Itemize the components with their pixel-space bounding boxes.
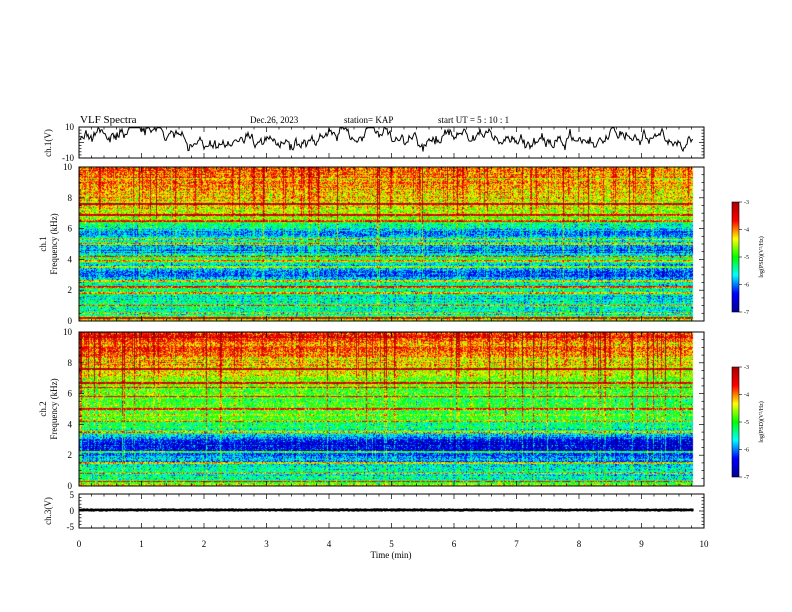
colorbar-tick: -6 [744, 283, 749, 289]
time-axis-tick: 1 [139, 539, 144, 549]
frequency-tick: 4 [68, 419, 73, 429]
ch1-colorbar-label: log(PSD)(V²/Hz) [758, 236, 765, 277]
ch2-spectrogram-ticks [78, 331, 705, 487]
ch1-ytick-bottom: -10 [62, 153, 74, 163]
ch2-panel-label: ch.2 [38, 401, 48, 416]
ch1-frequency-tick-labels: 0 2 4 6 8 10 [63, 162, 73, 326]
ch1-colorbar-gradient [732, 202, 739, 312]
frequency-tick: 2 [68, 450, 73, 460]
time-axis-tick: 2 [202, 539, 207, 549]
ch1-frequency-ylabel: Frequency (kHz) [49, 213, 59, 274]
ch1-panel-label: ch.1 [38, 236, 48, 251]
ch2-frequency-ylabel: Frequency (kHz) [49, 378, 59, 439]
ch2-frequency-tick-labels: 0 2 4 6 8 10 [63, 327, 73, 491]
frequency-tick: 2 [68, 285, 73, 295]
time-axis-tick-labels: 0 1 2 3 4 5 6 7 8 9 10 [77, 539, 709, 549]
ch2-colorbar: -3 -4 -5 -6 -7 log(PSD)(V²/Hz) [731, 365, 765, 481]
colorbar-tick: -4 [744, 393, 749, 399]
ch2-colorbar-gradient [732, 367, 739, 477]
ch1-ylabel: ch.1(V) [43, 129, 53, 157]
ch1-waveform-ticks [78, 126, 705, 159]
colorbar-tick: -3 [744, 365, 749, 371]
time-axis-tick: 6 [452, 539, 457, 549]
ch2-colorbar-ticks: -3 -4 -5 -6 -7 [739, 365, 749, 481]
ch3-ytick-bottom: -5 [67, 522, 75, 532]
date-label: Dec.26, 2023 [250, 115, 299, 125]
ch1-spectrogram-ticks [78, 166, 705, 322]
colorbar-tick: -3 [744, 200, 749, 206]
ch2-spectrogram-panel: 0 2 4 6 8 10 ch.2 Frequency (kHz) [38, 327, 705, 491]
time-axis-tick: 4 [327, 539, 332, 549]
colorbar-tick: -4 [744, 228, 749, 234]
frequency-tick: 8 [68, 193, 73, 203]
colorbar-tick: -6 [744, 448, 749, 454]
ch3-ytick-top: 5 [70, 490, 75, 500]
colorbar-tick: -7 [744, 310, 749, 316]
time-axis-label: Time (min) [371, 550, 412, 560]
ch1-waveform-line [79, 126, 694, 153]
ch2-spectrogram-image [79, 332, 704, 486]
colorbar-tick: -5 [744, 255, 749, 261]
ch2-colorbar-label: log(PSD)(V²/Hz) [758, 401, 765, 442]
time-axis-tick: 7 [514, 539, 519, 549]
frequency-tick: 6 [68, 389, 73, 399]
colorbar-tick: -5 [744, 420, 749, 426]
ch3-waveform-line [79, 508, 694, 512]
frequency-tick: 0 [68, 316, 73, 326]
start-ut-label: start UT = 5 : 10 : 1 [438, 115, 509, 125]
ch3-ylabel: ch.3(V) [43, 497, 53, 525]
ch3-waveform-panel: 5 0 -5 ch.3(V) [43, 490, 705, 532]
frequency-tick: 6 [68, 224, 73, 234]
ch1-spectrogram-panel: 0 2 4 6 8 10 ch.1 Frequency (kHz) [38, 162, 705, 326]
time-axis-tick: 8 [577, 539, 582, 549]
ch1-ytick-top: 10 [65, 122, 75, 132]
ch3-ytick-middle: 0 [70, 506, 75, 516]
ch1-colorbar-ticks: -3 -4 -5 -6 -7 [739, 200, 749, 316]
time-axis-tick: 5 [389, 539, 394, 549]
time-axis-tick: 10 [700, 539, 710, 549]
frequency-tick: 4 [68, 254, 73, 264]
time-axis-tick: 0 [77, 539, 82, 549]
frequency-tick: 10 [63, 327, 73, 337]
frequency-tick: 0 [68, 481, 73, 491]
ch1-waveform-panel: 10 -10 ch.1(V) [43, 122, 705, 163]
frequency-tick: 8 [68, 358, 73, 368]
frequency-tick: 10 [63, 162, 73, 172]
time-axis-tick: 3 [264, 539, 269, 549]
figure-title: VLF Spectra [80, 114, 137, 126]
ch1-spectrogram-image [79, 167, 704, 321]
ch1-colorbar: -3 -4 -5 -6 -7 log(PSD)(V²/Hz) [731, 200, 765, 316]
ch3-waveform-ticks [78, 493, 705, 529]
colorbar-tick: -7 [744, 475, 749, 481]
time-axis-tick: 9 [639, 539, 644, 549]
station-label: station= KAP [344, 115, 393, 125]
